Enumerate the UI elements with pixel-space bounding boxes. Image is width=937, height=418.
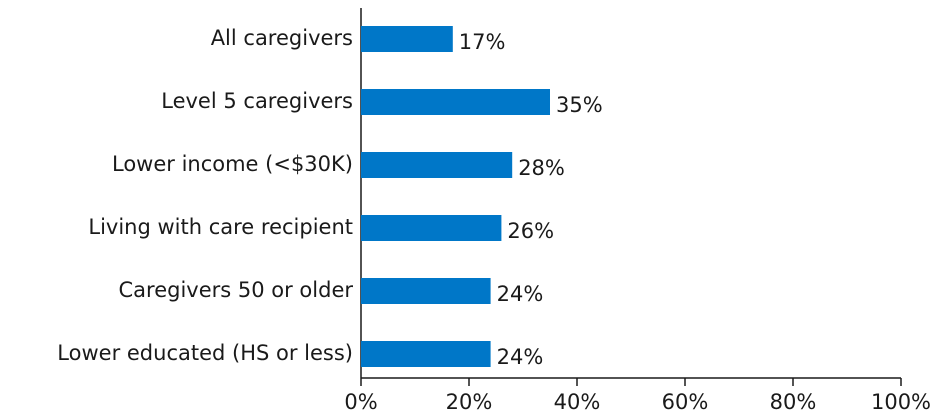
bar	[361, 278, 491, 304]
x-tick-label: 20%	[446, 390, 493, 414]
category-label: Living with care recipient	[88, 215, 353, 239]
value-label: 26%	[507, 219, 554, 243]
value-label: 28%	[518, 156, 565, 180]
x-tick-label: 100%	[871, 390, 931, 414]
category-label: Lower educated (HS or less)	[57, 341, 353, 365]
category-label: Level 5 caregivers	[161, 89, 353, 113]
value-label: 24%	[497, 282, 544, 306]
category-label: Caregivers 50 or older	[118, 278, 353, 302]
bar	[361, 89, 550, 115]
x-tick-label: 60%	[662, 390, 709, 414]
bar	[361, 215, 502, 241]
x-tick-label: 40%	[554, 390, 601, 414]
bar	[361, 341, 491, 367]
category-label: Lower income (<$30K)	[112, 152, 353, 176]
value-label: 17%	[459, 30, 506, 54]
bar	[361, 26, 453, 52]
category-label: All caregivers	[211, 26, 353, 50]
bar	[361, 152, 513, 178]
x-tick-label: 0%	[344, 390, 377, 414]
value-label: 24%	[497, 345, 544, 369]
value-label: 35%	[556, 93, 603, 117]
x-tick-label: 80%	[770, 390, 817, 414]
